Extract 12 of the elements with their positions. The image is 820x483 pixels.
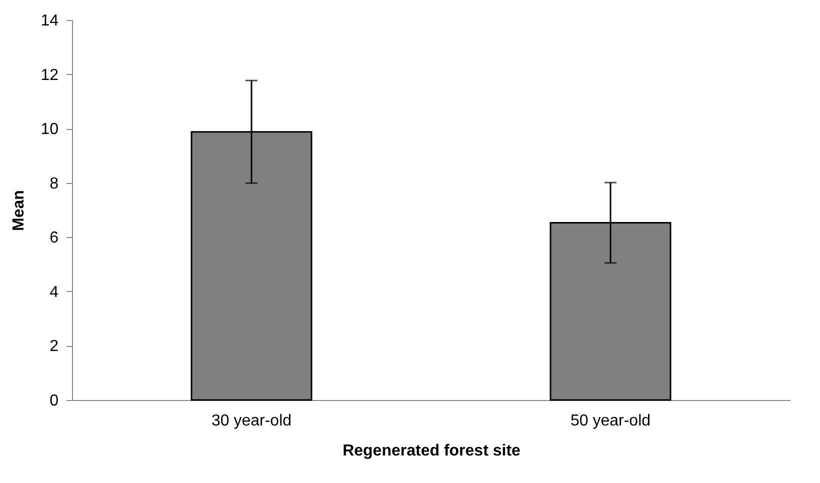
y-tick-label: 4 (50, 284, 59, 301)
y-tick-label: 6 (50, 230, 59, 247)
y-axis-title: Mean (10, 190, 28, 231)
x-tick-label: 30 year-old (211, 412, 292, 430)
y-tick-label: 12 (40, 66, 59, 84)
y-tick-label: 14 (40, 12, 59, 30)
y-tick-label: 8 (50, 175, 59, 192)
y-tick-label: 0 (50, 392, 59, 410)
y-tick-label: 10 (40, 121, 59, 138)
x-tick-label: 50 year-old (570, 412, 651, 430)
x-axis-title: Regenerated forest site (342, 442, 521, 460)
y-tick-label: 2 (50, 338, 59, 356)
